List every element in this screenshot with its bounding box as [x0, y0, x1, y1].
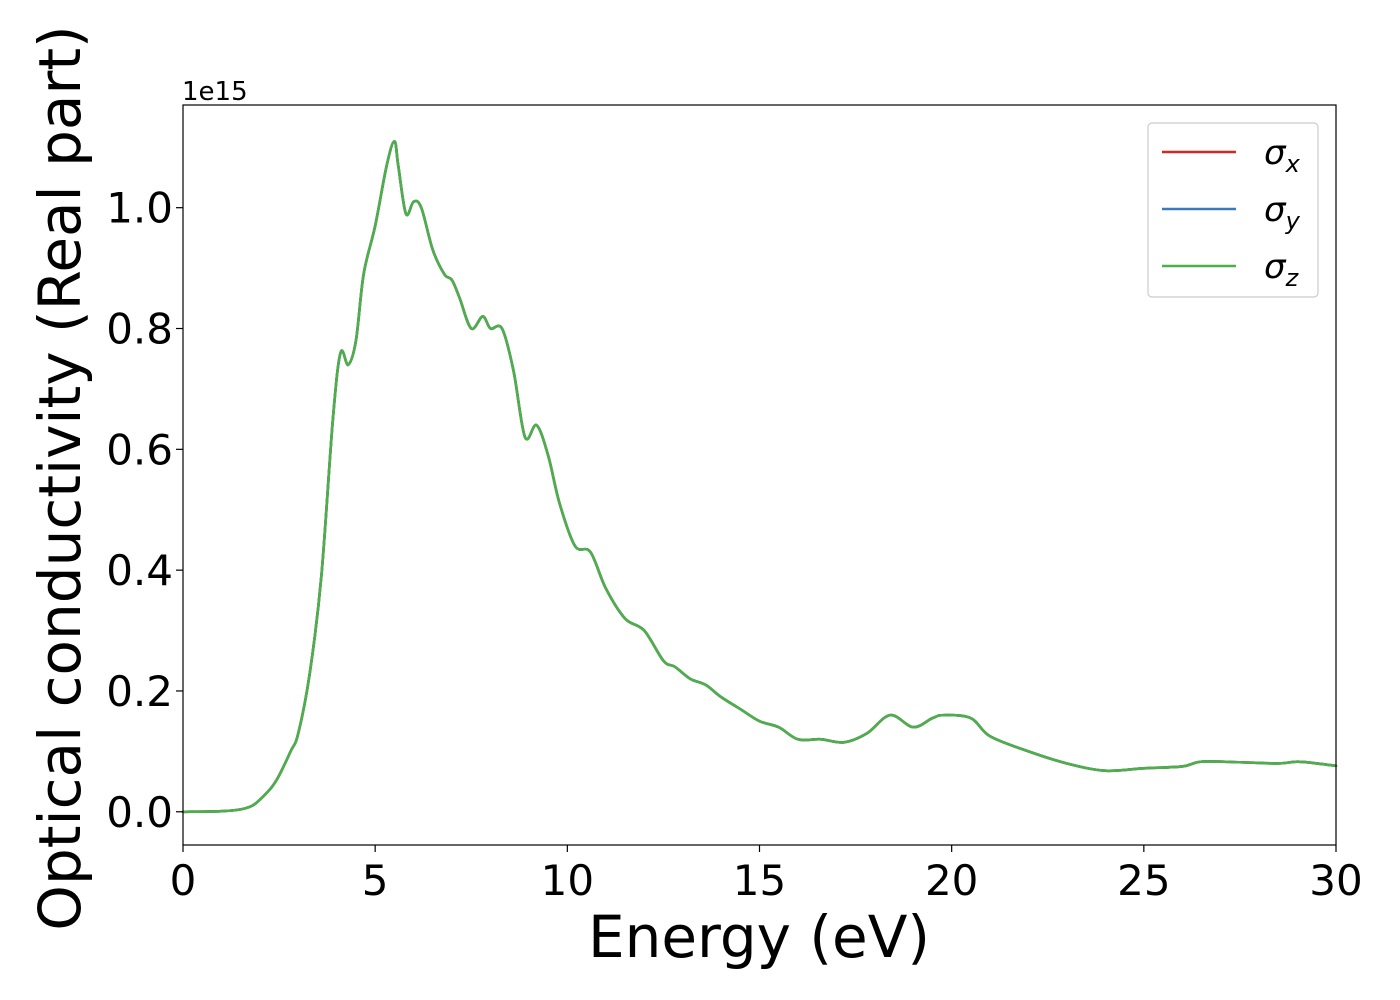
x-tick-label: 10: [541, 856, 594, 905]
y-tick-label: 0.6: [106, 425, 173, 474]
series-layer: [181, 139, 1338, 814]
y-tick-label: 0.0: [106, 788, 173, 837]
legend-label-1: σx: [1264, 133, 1301, 178]
x-axis-label: Energy (eV): [588, 903, 930, 971]
x-tick-label: 5: [362, 856, 389, 905]
y-tick-label: 1.0: [106, 184, 173, 233]
x-tick-label: 20: [925, 856, 978, 905]
y-tick-label: 0.2: [106, 667, 173, 716]
y-tick-label: 0.8: [106, 305, 173, 354]
y-axis-label: Optical conductivity (Real part): [26, 25, 94, 930]
legend: σx σy σz: [1147, 122, 1319, 298]
x-axis-ticks: 0 5 10 15 20 25 30: [170, 845, 1363, 905]
x-tick-label: 25: [1117, 856, 1170, 905]
y-axis-ticks: 0.0 0.2 0.4 0.6 0.8 1.0: [106, 184, 183, 837]
x-tick-label: 15: [733, 856, 786, 905]
y-offset-text: 1e15: [182, 77, 248, 107]
x-tick-label: 30: [1309, 856, 1362, 905]
series-line-3: [181, 139, 1338, 814]
legend-label-3: σz: [1264, 247, 1300, 292]
x-tick-label: 0: [170, 856, 197, 905]
y-tick-label: 0.4: [106, 546, 173, 595]
legend-label-2: σy: [1264, 190, 1301, 235]
